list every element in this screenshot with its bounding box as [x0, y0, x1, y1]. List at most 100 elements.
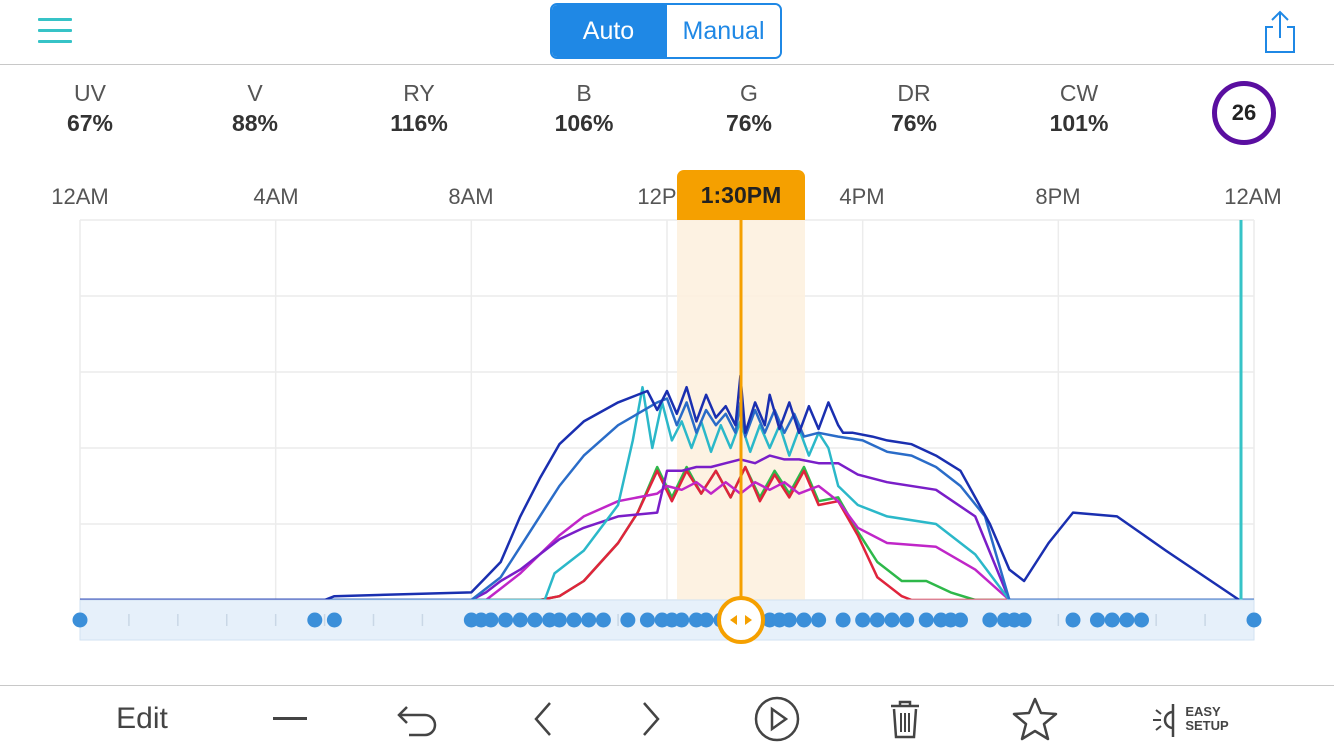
- tab-auto[interactable]: Auto: [552, 5, 665, 57]
- keyframe-dots: [72, 612, 1262, 628]
- series-line: [80, 480, 1254, 602]
- channel-cw[interactable]: CW 101%: [1019, 78, 1139, 138]
- keyframe-dot: [1119, 612, 1135, 628]
- keyframe-dot: [811, 612, 827, 628]
- keyframe-dot: [566, 612, 582, 628]
- chart-grid: [79, 219, 1255, 601]
- keyframe-dot: [581, 612, 597, 628]
- channel-name: UV: [74, 80, 106, 106]
- keyframe-dot: [473, 612, 489, 628]
- time-label: 4AM: [253, 184, 299, 209]
- chevron-left-icon: [534, 701, 551, 736]
- easy-setup-icon: [1153, 703, 1175, 737]
- favorite-button[interactable]: [1008, 686, 1062, 751]
- easy-setup-label-line2: SETUP: [1185, 717, 1229, 733]
- series-line: [80, 465, 1254, 602]
- time-label: 8AM: [448, 184, 494, 209]
- keyframe-dot: [498, 612, 514, 628]
- channel-uv[interactable]: UV 67%: [30, 78, 150, 138]
- current-time-tag[interactable]: 1:30PM: [677, 170, 805, 220]
- keyframe-dot: [512, 612, 528, 628]
- keyframe-dot: [982, 612, 998, 628]
- previous-button[interactable]: [520, 686, 564, 751]
- keyframe-dot: [326, 612, 342, 628]
- arrow-right-icon: [745, 615, 752, 625]
- channel-name: G: [740, 80, 758, 106]
- time-label: 12AM: [1224, 184, 1282, 209]
- keyframe-track: [79, 599, 1255, 641]
- keyframe-dot: [884, 612, 900, 628]
- channel-value: 67%: [66, 110, 114, 136]
- next-button[interactable]: [630, 686, 674, 751]
- channel-value: 101%: [1049, 110, 1109, 136]
- keyframe-dot: [1065, 612, 1081, 628]
- channel-value: 76%: [890, 110, 938, 136]
- easy-setup-label-line1: EASY: [1185, 703, 1221, 719]
- keyframe-dot: [796, 612, 812, 628]
- edit-label: Edit: [116, 701, 168, 735]
- channel-g[interactable]: G 76%: [689, 78, 809, 138]
- current-time-label: 1:30PM: [700, 181, 782, 208]
- intensity-badge[interactable]: 26: [1212, 81, 1276, 145]
- remove-point-button[interactable]: [265, 686, 315, 751]
- chevron-right-icon: [643, 701, 660, 736]
- keyframe-dot: [527, 612, 543, 628]
- channel-name: V: [247, 80, 263, 106]
- keyframe-dot: [72, 612, 88, 628]
- delete-button[interactable]: [880, 686, 930, 751]
- undo-button[interactable]: [390, 686, 446, 751]
- keyframe-dot: [1016, 612, 1032, 628]
- keyframe-dot: [781, 612, 797, 628]
- mode-toggle[interactable]: Auto Manual: [550, 3, 782, 59]
- channel-name: B: [576, 80, 592, 106]
- hamburger-icon[interactable]: [38, 18, 72, 44]
- share-icon[interactable]: [1262, 10, 1298, 54]
- arrow-left-icon: [730, 615, 737, 625]
- keyframe-dot: [953, 612, 968, 628]
- channel-v[interactable]: V 88%: [195, 78, 315, 138]
- time-label: 12P: [637, 184, 677, 209]
- series-line: [80, 385, 1254, 602]
- channel-dr[interactable]: DR 76%: [854, 78, 974, 138]
- keyframe-dot: [463, 612, 479, 628]
- keyframe-dot: [674, 612, 690, 628]
- series-line: [80, 397, 1254, 602]
- keyframe-dot: [918, 612, 934, 628]
- keyframe-dot: [551, 612, 567, 628]
- bottom-toolbar: Edit EASY SETUP: [0, 685, 1334, 751]
- keyframe-dot: [1133, 612, 1149, 628]
- keyframe-dot: [307, 612, 323, 628]
- keyframe-dot: [688, 612, 704, 628]
- tab-manual[interactable]: Manual: [665, 5, 780, 57]
- keyframe-dot: [664, 612, 680, 628]
- time-scrubber-handle[interactable]: [715, 594, 767, 646]
- keyframe-dot: [1246, 612, 1262, 628]
- keyframe-dot: [772, 612, 788, 628]
- channel-name: DR: [897, 80, 931, 106]
- channel-readouts: UV 67% V 88% RY 116% B 106% G 76% DR 76%…: [0, 78, 1334, 148]
- channel-value: 116%: [390, 110, 448, 136]
- keyframe-dot: [933, 612, 949, 628]
- series-line: [80, 454, 1254, 602]
- keyframe-dot: [855, 612, 871, 628]
- channel-b[interactable]: B 106%: [524, 78, 644, 138]
- keyframe-dot: [620, 612, 636, 628]
- keyframe-dot: [997, 612, 1013, 628]
- channel-ry[interactable]: RY 116%: [359, 78, 479, 138]
- play-button[interactable]: [750, 686, 804, 751]
- series-line: [80, 465, 1254, 602]
- edit-button[interactable]: Edit: [100, 686, 184, 751]
- series-line: [80, 374, 1240, 602]
- time-highlight-band: [677, 220, 805, 600]
- star-icon: [1012, 697, 1058, 740]
- time-label: 4PM: [839, 184, 885, 209]
- keyframe-dot: [654, 612, 670, 628]
- keyframe-dot: [899, 612, 915, 628]
- keyframe-dot: [542, 612, 558, 628]
- easy-setup-button[interactable]: EASY SETUP: [1145, 686, 1235, 751]
- trash-icon: [891, 700, 919, 738]
- channel-value: 88%: [231, 110, 279, 136]
- time-label: 12AM: [51, 184, 109, 209]
- keyframe-dot: [1089, 612, 1105, 628]
- keyframe-dot: [1006, 612, 1022, 628]
